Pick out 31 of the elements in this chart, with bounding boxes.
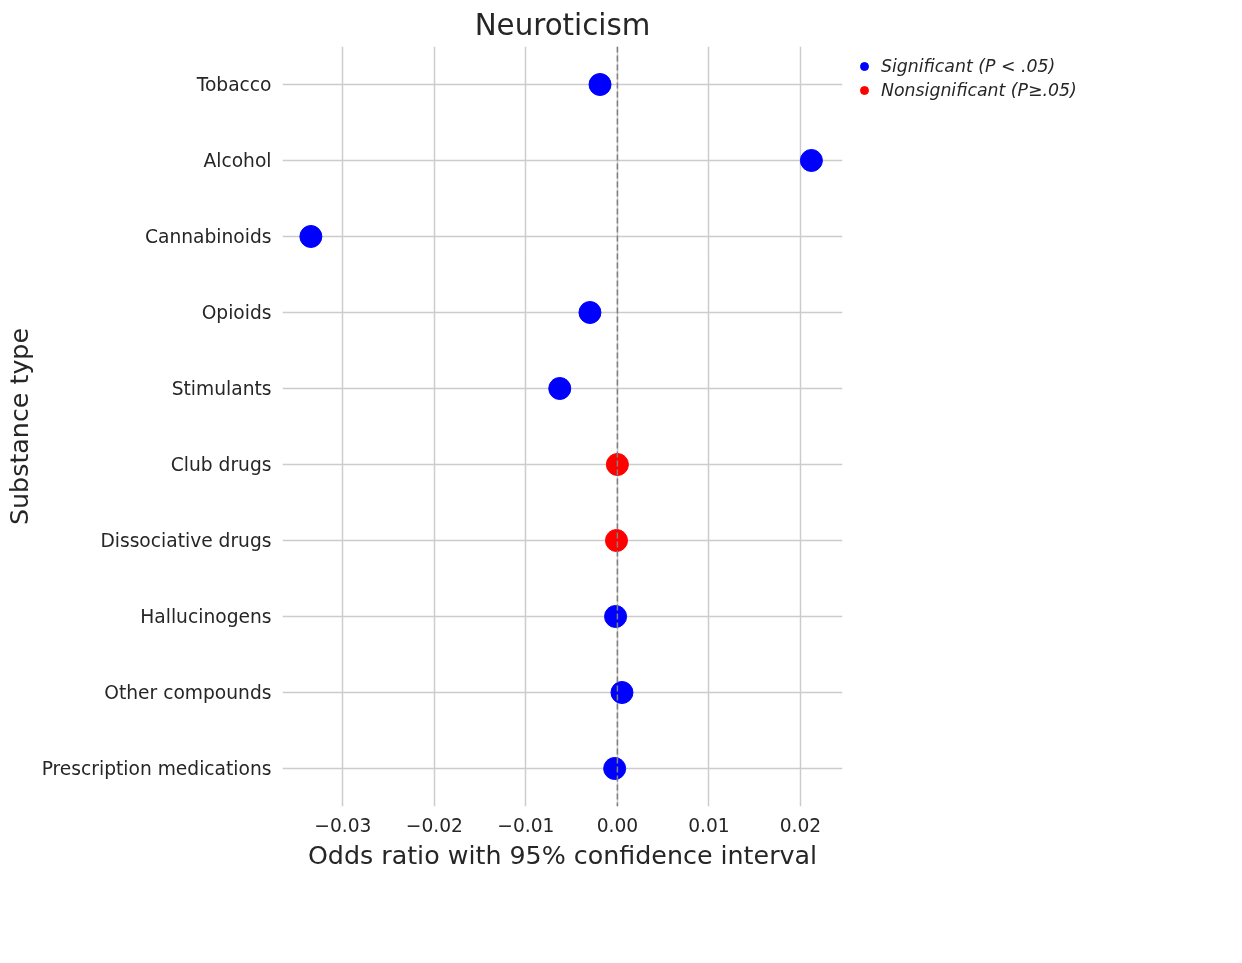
y-tick-label: Dissociative drugs [100,530,272,551]
point [605,453,629,476]
point [578,301,602,324]
y-tick-label: Club drugs [170,454,272,475]
x-tick-label: −0.02 [405,814,463,836]
y-tick-label: Stimulants [171,378,272,399]
point [588,73,612,96]
point [299,225,323,248]
point [604,605,628,628]
y-tick-label: Cannabinoids [144,226,272,247]
point [548,377,572,400]
point [799,149,823,172]
y-tick-label: Alcohol [203,150,272,171]
point [604,529,628,552]
legend-label: Nonsignificant (P≥.05) [881,80,1077,100]
y-tick-label: Prescription medications [41,758,272,779]
chart-title: Neuroticism [474,7,651,42]
y-axis-title: Substance type [3,327,34,526]
x-tick-label: 0.00 [596,814,639,836]
point [603,757,627,780]
y-tick-label: Tobacco [195,74,272,95]
y-tick-label: Hallucinogens [140,606,272,627]
x-tick-label: −0.01 [497,814,555,836]
x-tick-label: 0.01 [688,814,730,836]
point [610,681,634,704]
y-tick-label: Opioids [201,302,272,323]
x-axis-title: Odds ratio with 95% confidence interval [307,839,818,870]
x-tick-label: 0.02 [779,814,822,836]
x-tick-label: −0.03 [314,814,372,836]
y-tick-label: Other compounds [104,682,272,703]
legend-label: Significant (P < .05) [881,56,1056,76]
